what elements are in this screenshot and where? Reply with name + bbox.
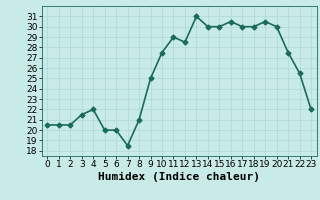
X-axis label: Humidex (Indice chaleur): Humidex (Indice chaleur) [98, 172, 260, 182]
